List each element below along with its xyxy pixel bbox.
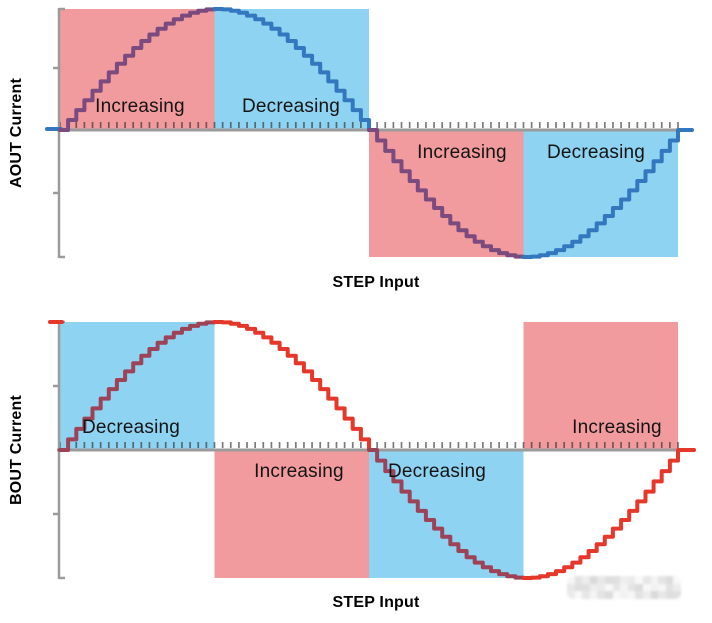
watermark-pixel — [673, 591, 681, 599]
watermark-pixel — [642, 576, 651, 584]
watermark-pixel — [635, 591, 643, 599]
stepped-wave-quarter-3 — [367, 128, 526, 259]
watermark-pixel — [589, 583, 598, 592]
watermark-pixel — [597, 576, 605, 584]
watermark-pixel — [589, 576, 598, 584]
watermark-pixel — [627, 591, 636, 599]
watermark-pixel — [574, 591, 583, 599]
watermark-pixel — [597, 583, 605, 592]
watermark-pixel — [627, 583, 636, 592]
region-fill-decreasing — [214, 9, 369, 130]
watermark-pixel — [635, 576, 643, 584]
watermark-pixel — [567, 576, 575, 584]
watermark-pixel — [574, 576, 583, 584]
region-fill-decreasing — [523, 130, 678, 257]
aout-y-axis-title: AOUT Current — [8, 78, 25, 188]
watermark-pixel — [582, 591, 590, 599]
bout-region-label-increasing-1: Increasing — [254, 461, 344, 482]
watermark-pixel — [612, 576, 621, 584]
watermark-pixel — [642, 583, 651, 592]
watermark-pixel — [604, 576, 613, 584]
watermark-pixel — [665, 583, 674, 592]
watermark-pixel — [574, 583, 583, 592]
watermark-pixel — [604, 591, 613, 599]
watermark-pixel — [658, 583, 666, 592]
stepped-wave-quarter-4 — [521, 448, 696, 580]
stepped-wave-quarter-1 — [58, 7, 217, 132]
watermark-pixel — [620, 583, 628, 592]
aout-region-label-decreasing-1: Decreasing — [241, 96, 341, 117]
stepped-wave-quarter-4 — [521, 128, 694, 259]
watermark-pixel — [658, 576, 666, 584]
bout-y-axis-title: BOUT Current — [8, 395, 25, 505]
watermark-pixel — [620, 576, 628, 584]
aout-region-label-increasing-2: Increasing — [417, 142, 507, 163]
aout-x-axis-title: STEP Input — [332, 274, 420, 291]
watermark-pixel — [567, 583, 575, 592]
region-fill-increasing — [214, 450, 369, 578]
watermark-pixel — [673, 576, 681, 584]
aout-region-label-increasing-1: Increasing — [95, 96, 185, 117]
bout-region-label-decreasing-2: Decreasing — [387, 461, 487, 482]
watermark-pixel — [665, 576, 674, 584]
watermark-pixel — [673, 583, 681, 592]
watermark-pixel — [627, 576, 636, 584]
watermark-pixel — [612, 583, 621, 592]
watermark-blur — [567, 576, 681, 599]
bout-region-label-increasing-2: Increasing — [572, 417, 662, 438]
watermark-pixel — [612, 591, 621, 599]
stepped-wave-quarter-2 — [212, 320, 371, 452]
watermark-pixel — [589, 591, 598, 599]
watermark-pixel — [582, 583, 590, 592]
stepped-wave-quarter-3 — [367, 448, 526, 580]
watermark-pixel — [635, 583, 643, 592]
watermark-pixel — [650, 583, 659, 592]
stepped-wave-quarter-1 — [58, 320, 217, 452]
watermark-pixel — [604, 583, 613, 592]
watermark-pixel — [582, 576, 590, 584]
watermark-pixel — [597, 591, 605, 599]
bout-region-label-decreasing-1: Decreasing — [81, 417, 181, 438]
watermark-pixel — [567, 591, 575, 599]
watermark-pixel — [650, 576, 659, 584]
stepped-wave-quarter-2 — [212, 7, 371, 132]
watermark-pixel — [642, 591, 651, 599]
watermark-pixel — [650, 591, 659, 599]
watermark-pixel — [620, 591, 628, 599]
bout-x-axis-title: STEP Input — [332, 594, 420, 611]
watermark-pixel — [665, 591, 674, 599]
watermark-pixel — [658, 591, 666, 599]
region-fill-increasing — [523, 322, 678, 450]
aout-region-label-decreasing-2: Decreasing — [546, 142, 646, 163]
